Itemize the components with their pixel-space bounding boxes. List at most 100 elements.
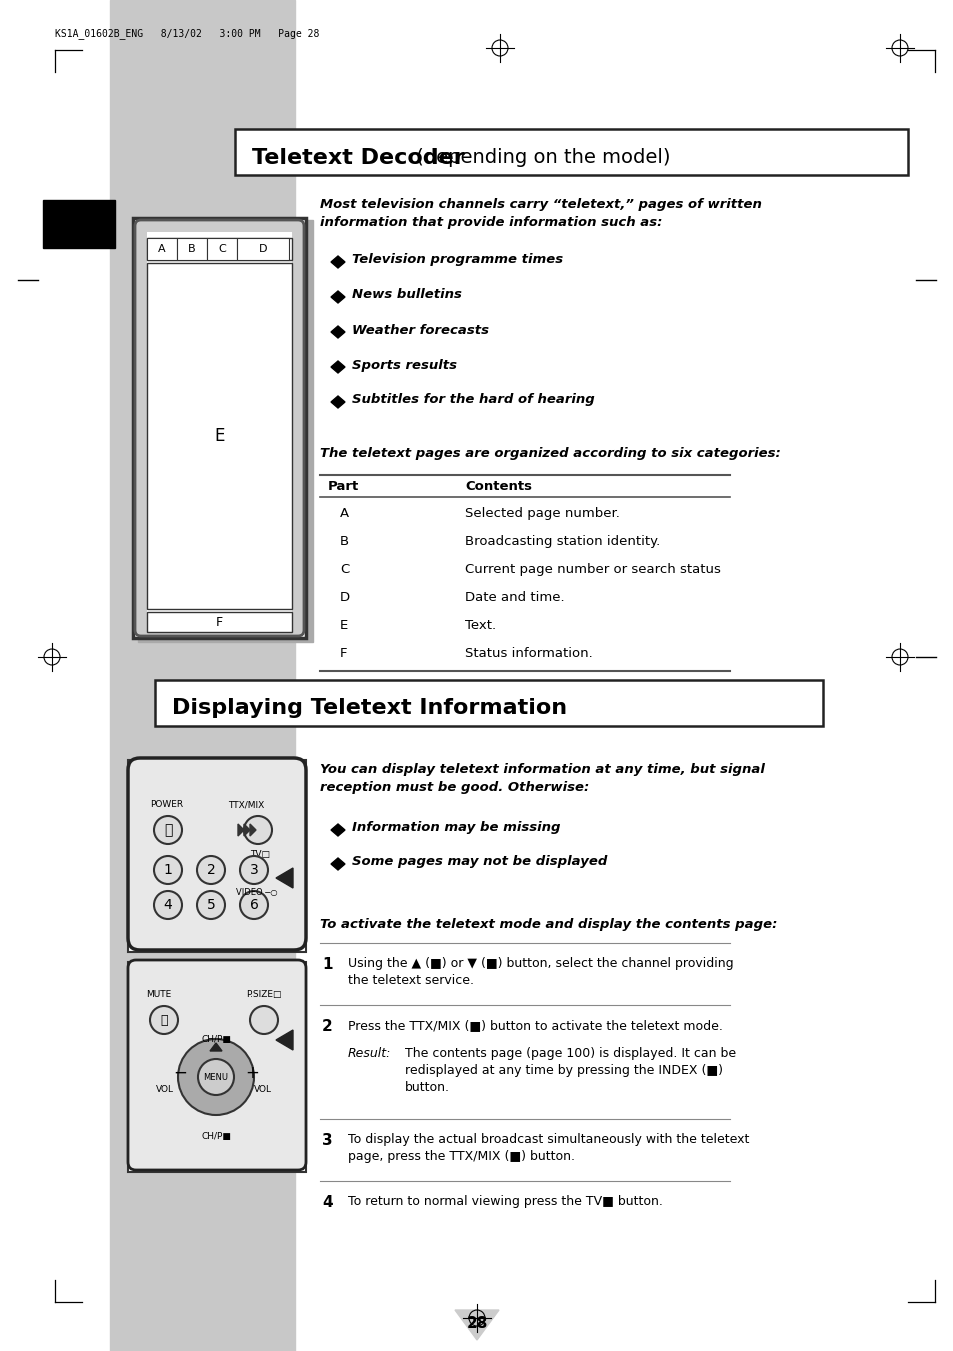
Polygon shape — [331, 361, 345, 373]
Text: The contents page (page 100) is displayed. It can be
redisplayed at any time by : The contents page (page 100) is displaye… — [405, 1047, 736, 1094]
Text: To display the actual broadcast simultaneously with the teletext
page, press the: To display the actual broadcast simultan… — [348, 1133, 749, 1163]
Text: F: F — [215, 616, 223, 628]
Text: MENU: MENU — [203, 1073, 229, 1082]
Text: 1: 1 — [163, 863, 172, 877]
Bar — [147, 263, 292, 609]
Bar — [236, 238, 289, 259]
Polygon shape — [331, 396, 345, 408]
Text: POWER: POWER — [150, 800, 183, 809]
Text: 6: 6 — [250, 898, 258, 912]
Text: VOL: VOL — [156, 1085, 173, 1094]
Text: Sports results: Sports results — [352, 358, 456, 372]
Text: TV□: TV□ — [250, 850, 270, 859]
Text: MUTE: MUTE — [146, 990, 172, 998]
Text: A: A — [339, 507, 349, 520]
Circle shape — [153, 892, 182, 919]
Circle shape — [250, 1006, 277, 1034]
Polygon shape — [331, 858, 345, 870]
Bar — [138, 220, 313, 642]
Text: 🔇: 🔇 — [160, 1013, 168, 1027]
Text: 28: 28 — [466, 1316, 487, 1332]
Circle shape — [178, 1039, 253, 1115]
Text: TTX/MIX: TTX/MIX — [228, 800, 264, 809]
Text: To activate the teletext mode and display the contents page:: To activate the teletext mode and displa… — [319, 917, 777, 931]
Text: Selected page number.: Selected page number. — [464, 507, 619, 520]
Circle shape — [196, 857, 225, 884]
Polygon shape — [331, 290, 345, 303]
Text: News bulletins: News bulletins — [352, 289, 461, 301]
Bar — [177, 238, 207, 259]
Bar — [43, 200, 115, 249]
Bar — [128, 962, 306, 1173]
Polygon shape — [331, 824, 345, 836]
Text: E: E — [214, 427, 225, 444]
Text: F: F — [339, 647, 347, 661]
FancyBboxPatch shape — [128, 961, 306, 1170]
Bar — [128, 761, 306, 952]
Text: B: B — [188, 245, 195, 254]
Bar — [132, 218, 306, 638]
Text: 1: 1 — [322, 957, 333, 971]
Text: P.SIZE□: P.SIZE□ — [246, 990, 281, 998]
Text: Broadcasting station identity.: Broadcasting station identity. — [464, 535, 659, 549]
Text: (depending on the model): (depending on the model) — [410, 149, 670, 168]
Circle shape — [150, 1006, 178, 1034]
Text: Press the TTX/MIX (■) button to activate the teletext mode.: Press the TTX/MIX (■) button to activate… — [348, 1019, 722, 1032]
Text: Status information.: Status information. — [464, 647, 592, 661]
Bar — [110, 0, 294, 1351]
Text: Part: Part — [328, 480, 359, 493]
Bar — [154, 680, 822, 725]
FancyBboxPatch shape — [128, 758, 306, 950]
Text: C: C — [339, 563, 349, 576]
Text: 3: 3 — [250, 863, 258, 877]
Text: D: D — [339, 590, 350, 604]
Text: Text.: Text. — [464, 619, 496, 632]
Bar — [147, 238, 292, 259]
Polygon shape — [244, 824, 250, 836]
Bar — [147, 232, 292, 624]
Text: Some pages may not be displayed: Some pages may not be displayed — [352, 855, 607, 869]
Text: The teletext pages are organized according to six categories:: The teletext pages are organized accordi… — [319, 447, 780, 459]
Polygon shape — [331, 326, 345, 338]
FancyBboxPatch shape — [135, 220, 304, 636]
Polygon shape — [331, 255, 345, 267]
Text: C: C — [218, 245, 226, 254]
Polygon shape — [210, 1043, 222, 1051]
Text: Date and time.: Date and time. — [464, 590, 564, 604]
Text: Contents: Contents — [464, 480, 532, 493]
Circle shape — [240, 892, 268, 919]
Text: To return to normal viewing press the TV■ button.: To return to normal viewing press the TV… — [348, 1196, 662, 1208]
Text: Weather forecasts: Weather forecasts — [352, 323, 489, 336]
Text: 3: 3 — [322, 1133, 333, 1148]
Polygon shape — [250, 824, 255, 836]
Text: Information may be missing: Information may be missing — [352, 821, 560, 835]
Text: 2: 2 — [322, 1019, 333, 1034]
Polygon shape — [237, 824, 244, 836]
Circle shape — [153, 816, 182, 844]
Text: A: A — [158, 245, 166, 254]
Circle shape — [198, 1059, 233, 1096]
Text: Using the ▲ (■) or ▼ (■) button, select the channel providing
the teletext servi: Using the ▲ (■) or ▼ (■) button, select … — [348, 957, 733, 988]
Text: +: + — [245, 1065, 258, 1082]
Text: Teletext Decoder: Teletext Decoder — [252, 149, 464, 168]
Text: Most television channels carry “teletext,” pages of written
information that pro: Most television channels carry “teletext… — [319, 199, 761, 230]
Bar — [234, 128, 907, 176]
Text: Current page number or search status: Current page number or search status — [464, 563, 720, 576]
Text: 2: 2 — [207, 863, 215, 877]
Text: You can display teletext information at any time, but signal
reception must be g: You can display teletext information at … — [319, 763, 764, 794]
Bar — [147, 612, 292, 632]
Text: ⏻: ⏻ — [164, 823, 172, 838]
Text: Television programme times: Television programme times — [352, 254, 562, 266]
Text: E: E — [339, 619, 348, 632]
Bar — [207, 238, 236, 259]
Polygon shape — [455, 1310, 498, 1340]
Text: Displaying Teletext Information: Displaying Teletext Information — [172, 698, 566, 717]
Polygon shape — [275, 1029, 293, 1050]
Text: D: D — [258, 245, 267, 254]
Circle shape — [196, 892, 225, 919]
Text: KS1A_01602B_ENG   8/13/02   3:00 PM   Page 28: KS1A_01602B_ENG 8/13/02 3:00 PM Page 28 — [55, 28, 319, 39]
Text: Result:: Result: — [348, 1047, 391, 1061]
Text: ENG: ENG — [67, 220, 91, 230]
Text: CH/P■: CH/P■ — [201, 1132, 231, 1142]
Circle shape — [153, 857, 182, 884]
